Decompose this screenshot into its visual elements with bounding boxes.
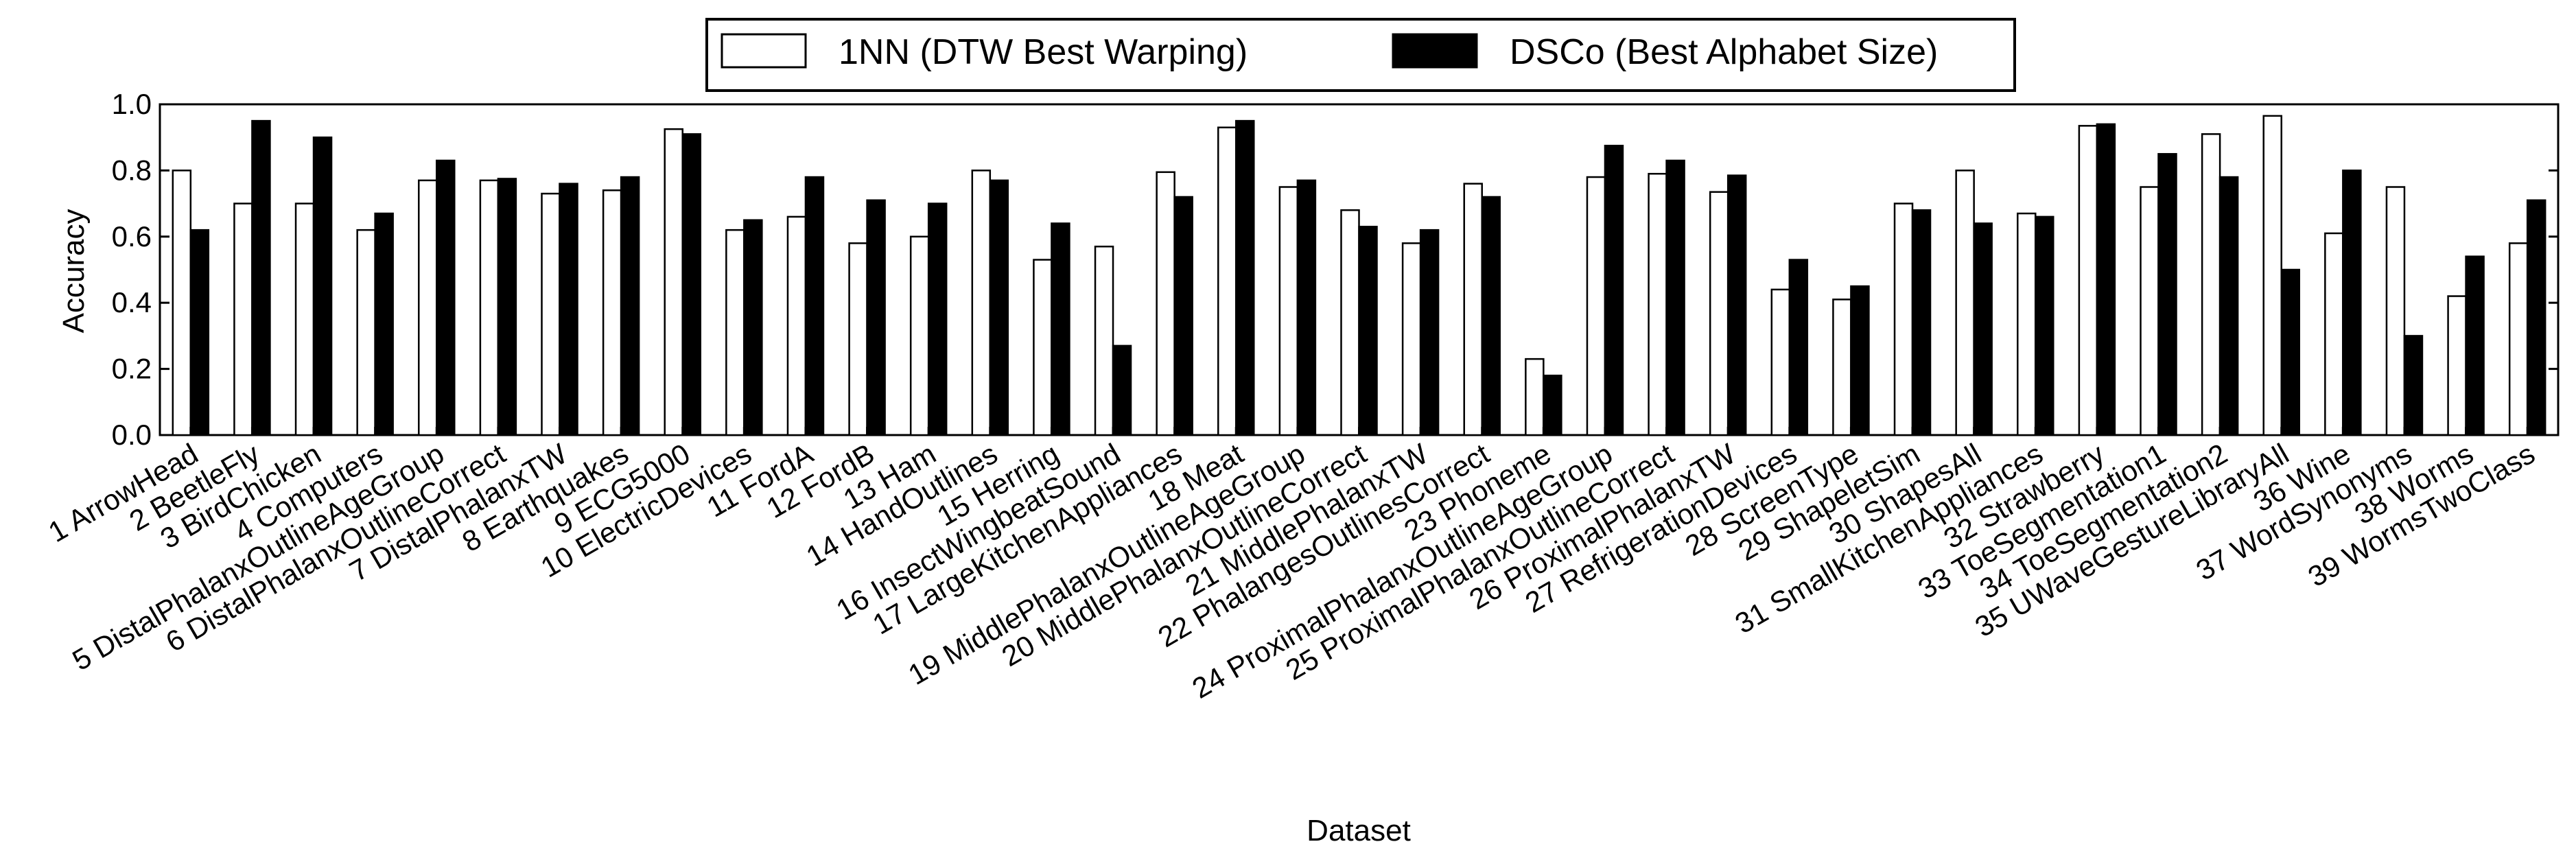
bar-1nn-4 xyxy=(356,229,376,436)
bar-1nn-28 xyxy=(1832,299,1852,436)
bar-1nn-8 xyxy=(602,189,622,436)
bar-1nn-3 xyxy=(294,202,315,436)
y-tick-label: 0.8 xyxy=(112,154,152,186)
bar-dsco-2 xyxy=(251,119,271,436)
bar-1nn-15 xyxy=(1033,259,1053,436)
x-axis-label: Dataset xyxy=(1307,814,1411,847)
bar-1nn-11 xyxy=(786,215,807,436)
bar-1nn-25 xyxy=(1648,172,1667,436)
bar-1nn-34 xyxy=(2201,133,2221,436)
bar-1nn-5 xyxy=(418,179,438,436)
bar-1nn-21 xyxy=(1401,242,1422,436)
bar-dsco-18 xyxy=(1235,119,1255,436)
bar-dsco-5 xyxy=(436,159,456,436)
bar-1nn-16 xyxy=(1094,246,1114,436)
bar-1nn-13 xyxy=(909,235,930,436)
bar-dsco-17 xyxy=(1173,196,1193,436)
bar-1nn-18 xyxy=(1217,126,1237,436)
bar-dsco-31 xyxy=(2035,215,2054,436)
bar-1nn-32 xyxy=(2078,125,2098,436)
bar-dsco-28 xyxy=(1850,285,1870,436)
bar-dsco-20 xyxy=(1358,226,1378,436)
bar-dsco-4 xyxy=(374,212,394,436)
legend-label-series-1: 1NN (DTW Best Warping) xyxy=(839,32,1248,72)
y-tick-label: 1.0 xyxy=(112,88,152,120)
y-tick-label: 0.6 xyxy=(112,220,152,253)
bar-dsco-6 xyxy=(497,178,517,436)
bar-1nn-35 xyxy=(2262,115,2282,436)
bar-1nn-1 xyxy=(172,169,192,436)
bar-dsco-37 xyxy=(2403,335,2424,436)
bar-1nn-27 xyxy=(1770,288,1791,436)
legend: 1NN (DTW Best Warping) DSCo (Best Alphab… xyxy=(705,18,2016,92)
legend-swatch-series-1 xyxy=(721,33,807,69)
legend-label-series-2: DSCo (Best Alphabet Size) xyxy=(1510,32,1938,72)
ticks: 0.0 0.2 0.4 0.6 0.8 1.0 xyxy=(112,88,2558,451)
bar-1nn-36 xyxy=(2324,232,2344,436)
bar-dsco-25 xyxy=(1665,159,1685,436)
bar-1nn-24 xyxy=(1586,176,1606,436)
bar-dsco-19 xyxy=(1296,179,1317,436)
bar-1nn-31 xyxy=(2017,212,2037,436)
bar-1nn-2 xyxy=(233,202,253,436)
bar-dsco-34 xyxy=(2218,176,2239,436)
bar-1nn-38 xyxy=(2447,295,2467,436)
bar-dsco-7 xyxy=(559,183,578,436)
bar-1nn-9 xyxy=(664,128,683,436)
bar-dsco-36 xyxy=(2342,169,2362,436)
bar-1nn-22 xyxy=(1463,183,1483,436)
bar-1nn-17 xyxy=(1156,171,1175,436)
bar-dsco-38 xyxy=(2465,255,2485,436)
bar-1nn-20 xyxy=(1340,209,1360,436)
bar-dsco-10 xyxy=(743,219,763,436)
bar-dsco-13 xyxy=(927,202,948,436)
bar-dsco-23 xyxy=(1543,374,1562,436)
bar-1nn-37 xyxy=(2385,186,2406,436)
bar-1nn-33 xyxy=(2140,186,2159,436)
bar-1nn-12 xyxy=(848,242,868,436)
bar-dsco-21 xyxy=(1419,229,1440,436)
bar-dsco-35 xyxy=(2280,268,2300,436)
bar-dsco-3 xyxy=(312,136,333,436)
bar-dsco-26 xyxy=(1726,174,1747,436)
bar-dsco-30 xyxy=(1973,222,1993,436)
bar-dsco-39 xyxy=(2526,199,2546,436)
bars xyxy=(172,115,2546,436)
bar-dsco-16 xyxy=(1112,344,1132,436)
legend-swatch-series-2 xyxy=(1392,33,1478,69)
bar-1nn-7 xyxy=(541,192,561,436)
bar-dsco-27 xyxy=(1788,259,1809,436)
bar-1nn-39 xyxy=(2508,242,2529,436)
bar-dsco-33 xyxy=(2157,153,2177,436)
legend-box xyxy=(705,18,2016,92)
bar-dsco-11 xyxy=(804,176,825,436)
bar-1nn-6 xyxy=(479,179,500,436)
bar-dsco-8 xyxy=(620,176,640,436)
y-axis-label: Accuracy xyxy=(57,209,91,333)
bar-1nn-26 xyxy=(1709,191,1729,436)
bar-1nn-14 xyxy=(971,169,992,436)
bar-dsco-1 xyxy=(189,229,210,436)
bar-dsco-24 xyxy=(1604,145,1624,436)
bar-dsco-22 xyxy=(1481,196,1501,436)
y-tick-label: 0.4 xyxy=(112,286,152,318)
bar-dsco-15 xyxy=(1051,222,1070,436)
bar-dsco-32 xyxy=(2096,123,2116,436)
bar-1nn-29 xyxy=(1893,202,1914,436)
bar-1nn-23 xyxy=(1525,358,1545,436)
bar-dsco-14 xyxy=(989,179,1009,436)
bar-1nn-19 xyxy=(1278,186,1299,436)
bar-dsco-29 xyxy=(1911,209,1932,436)
y-tick-label: 0.0 xyxy=(112,419,152,451)
bar-1nn-10 xyxy=(725,229,745,436)
bar-dsco-9 xyxy=(681,133,701,436)
bar-dsco-12 xyxy=(866,199,886,436)
y-tick-label: 0.2 xyxy=(112,353,152,385)
bar-1nn-30 xyxy=(1955,169,1975,436)
